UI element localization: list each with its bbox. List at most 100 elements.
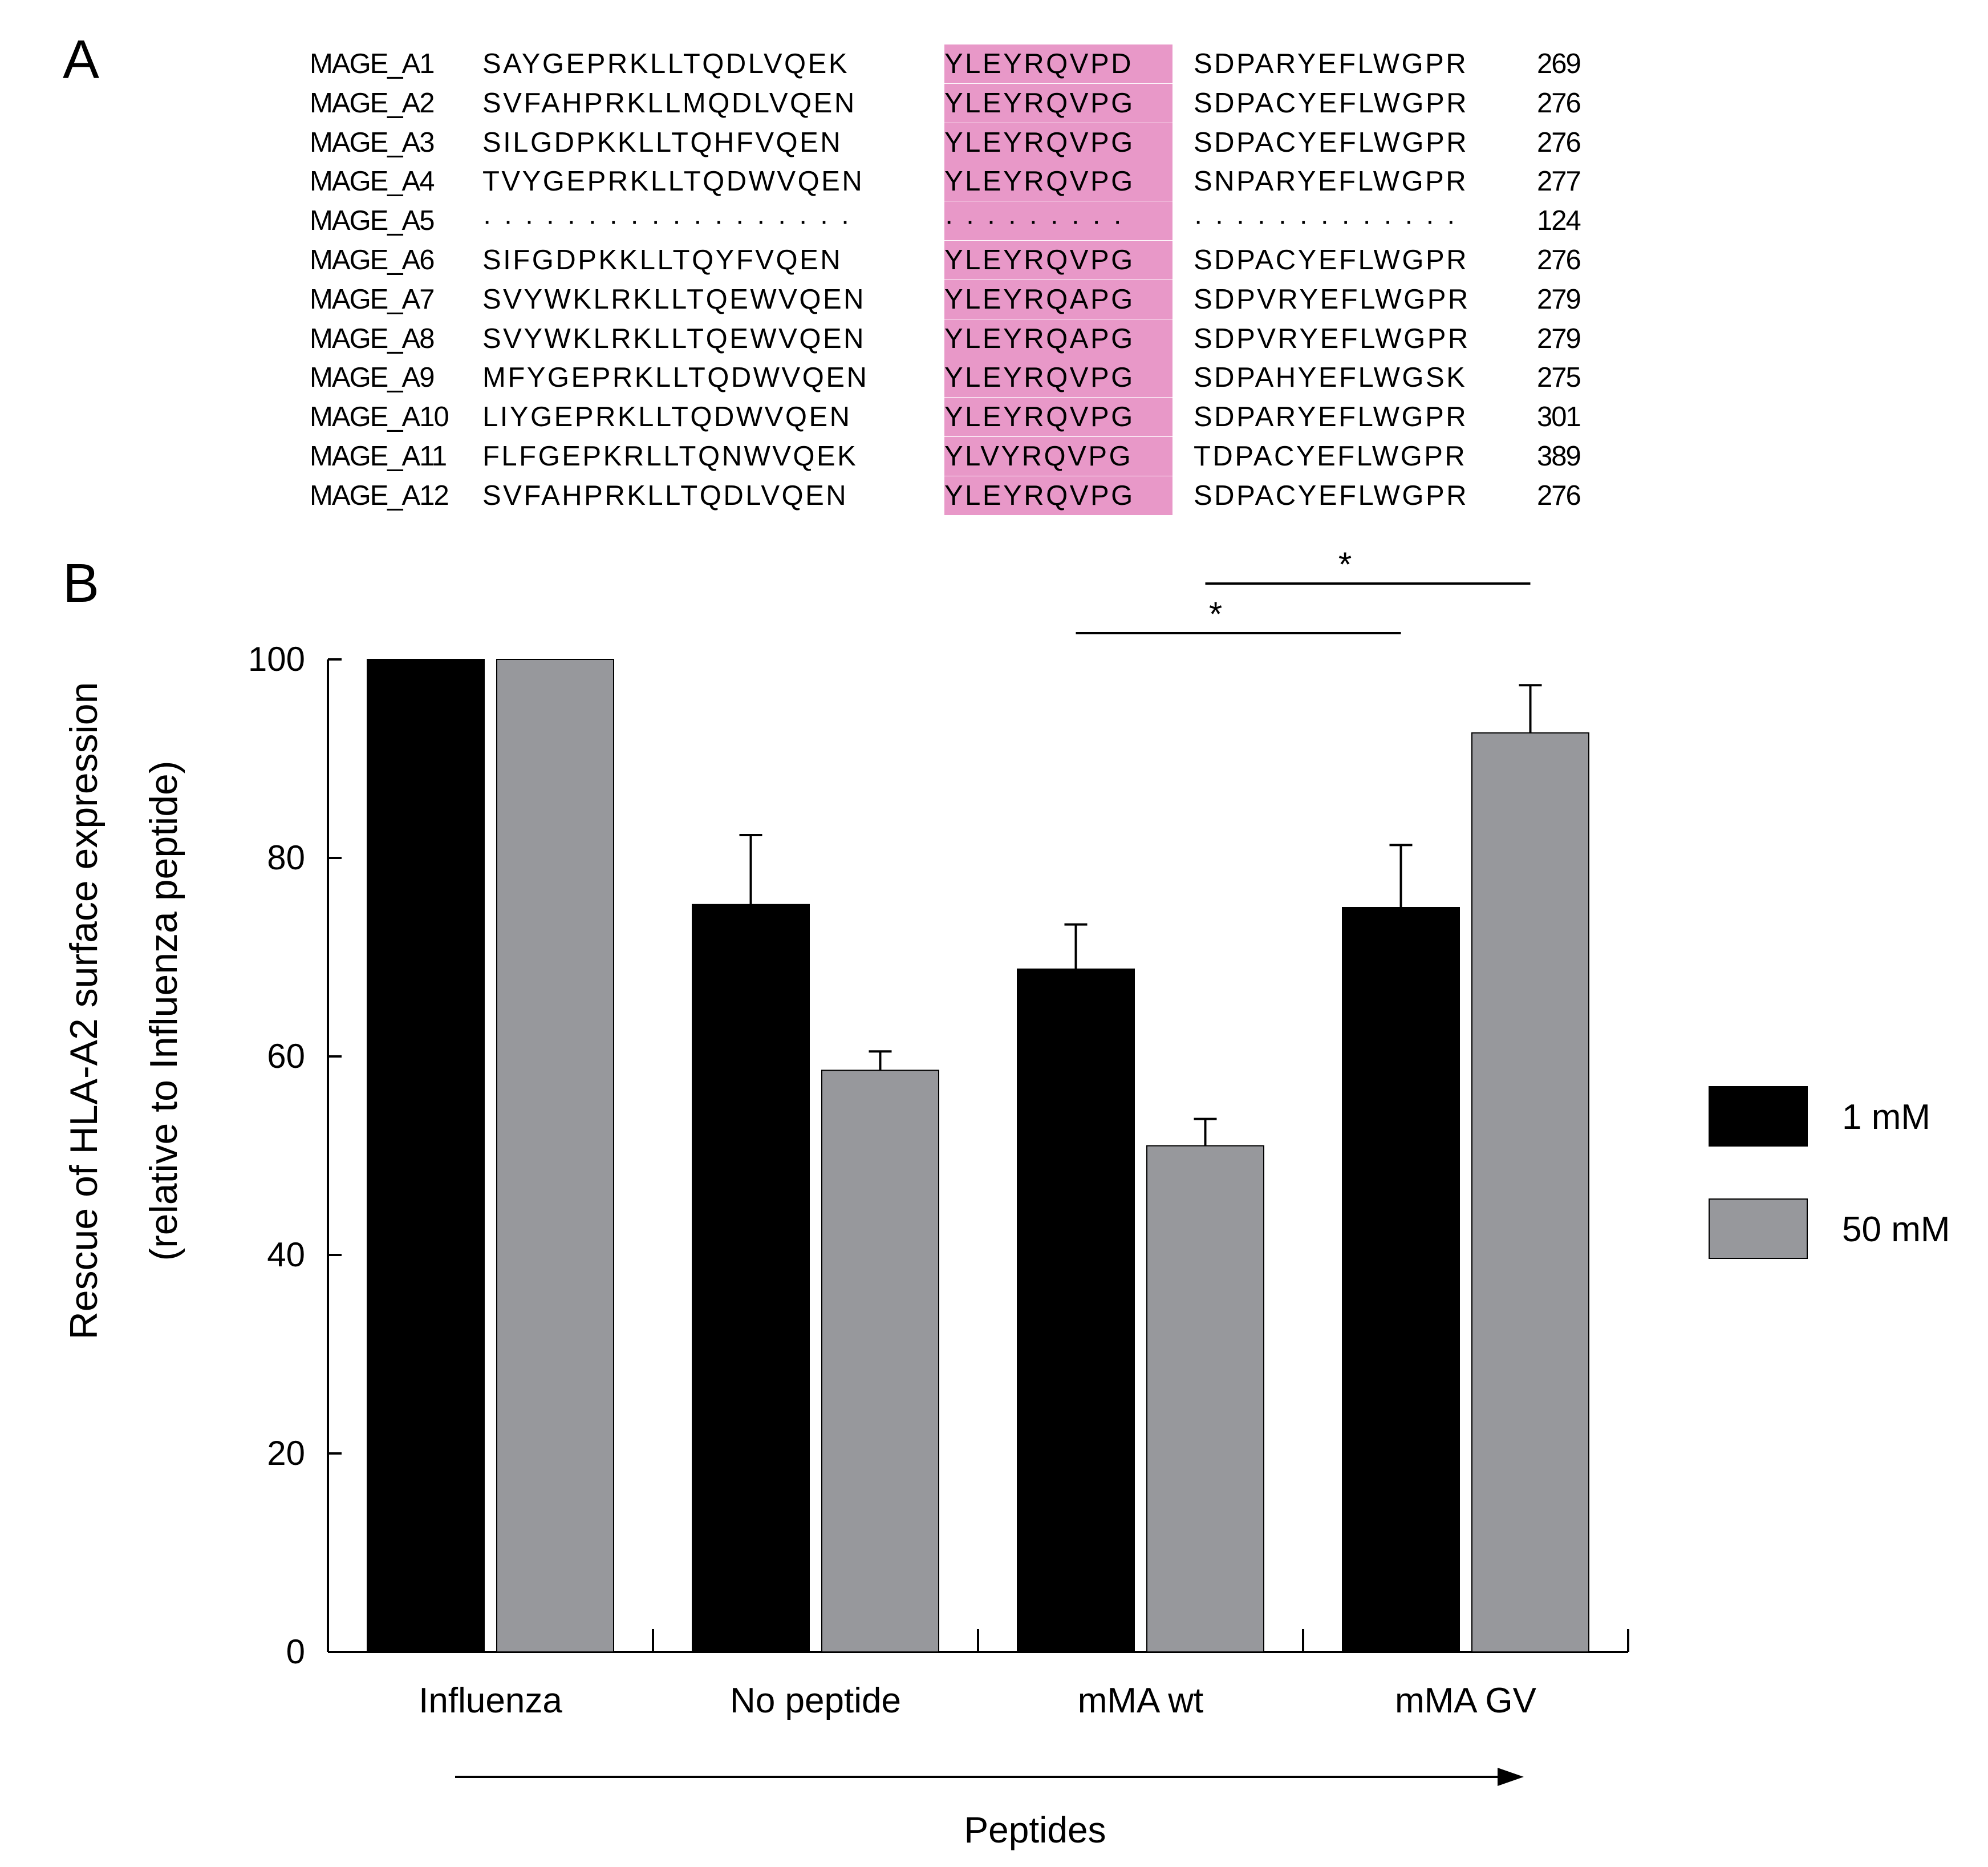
motif-sequence: YLEYRQVPG (944, 398, 1172, 437)
protein-name: MAGE_A10 (310, 402, 449, 433)
y-axis-label: (relative to Influenza peptide) (142, 761, 185, 1261)
alignment-row: MAGE_A7 SVYWKLRKLLTQEWVQEN YLEYRQAPG SDPVRY… (0, 280, 1988, 319)
residue-number: 279 (1537, 323, 1581, 354)
sequence-left: FLFGEPKRLLTQNWVQEK (482, 441, 858, 472)
sequence-left: SVFAHPRKLLTQDLVQEN (482, 480, 849, 511)
residue-number: 276 (1537, 480, 1581, 511)
residue-number: 389 (1537, 441, 1581, 472)
y-tick-label: 80 (267, 839, 305, 877)
y-tick-label: 60 (267, 1037, 305, 1075)
motif-sequence: YLEYRQVPG (944, 358, 1172, 398)
bar (496, 659, 614, 1653)
panel-b-label: B (63, 553, 100, 614)
legend-swatch (1709, 1086, 1808, 1147)
motif-sequence: YLVYRQVPG (944, 437, 1172, 476)
alignment-row: MAGE_A2 SVFAHPRKLLMQDLVQEN YLEYRQVPG SDPACY… (0, 83, 1988, 123)
sequence-right: SDPACYEFLWGPR (1194, 87, 1469, 119)
bar (692, 904, 810, 1653)
motif-sequence: YLEYRQAPG (944, 319, 1172, 358)
alignment-row: MAGE_A4 TVYGEPRKLLTQDWVQEN YLEYRQVPG SNPARY… (0, 162, 1988, 201)
x-axis-label: Peptides (964, 1809, 1106, 1850)
sequence-right: SDPARYEFLWGPR (1194, 402, 1468, 433)
y-tick-label: 40 (267, 1236, 305, 1274)
sequence-left: SIFGDPKKLLTQYFVQEN (482, 245, 843, 276)
motif-sequence: YLEYRQAPG (944, 280, 1172, 319)
sequence-left: LIYGEPRKLLTQDWVQEN (482, 402, 852, 433)
motif-sequence: · · · · · · · · · (944, 201, 1172, 241)
residue-number: 275 (1537, 362, 1581, 394)
bar (1342, 907, 1460, 1653)
alignment-row: MAGE_A1 SAYGEPRKLLTQDLVQEK YLEYRQVPD SDPARY… (0, 44, 1988, 83)
residue-number: 276 (1537, 127, 1581, 158)
protein-name: MAGE_A3 (310, 127, 435, 158)
legend-label: 50 mM (1842, 1210, 1950, 1249)
sequence-right: SDPACYEFLWGPR (1194, 480, 1469, 511)
sequence-right: SDPVRYEFLWGPR (1194, 284, 1470, 315)
residue-number: 269 (1537, 48, 1581, 79)
protein-name: MAGE_A1 (310, 48, 435, 79)
residue-number: 277 (1537, 166, 1581, 197)
sequence-right: SDPACYEFLWGPR (1194, 127, 1469, 158)
bar (1146, 1145, 1264, 1653)
bar (821, 1070, 939, 1653)
legend-swatch (1709, 1198, 1808, 1259)
protein-name: MAGE_A6 (310, 245, 435, 276)
alignment-row: MAGE_A3 SILGDPKKLLTQHFVQEN YLEYRQVPG SDPACY… (0, 123, 1988, 162)
alignment-row: MAGE_A11 FLFGEPKRLLTQNWVQEK YLVYRQVPG TDPAC… (0, 437, 1988, 476)
sequence-left: SVYWKLRKLLTQEWVQEN (482, 284, 866, 315)
panel-a-label: A (63, 29, 100, 90)
protein-name: MAGE_A5 (310, 205, 435, 237)
bar (367, 659, 485, 1653)
alignment-row: MAGE_A10 LIYGEPRKLLTQDWVQEN YLEYRQVPG SDPAR… (0, 398, 1988, 437)
x-tick-label: mMA wt (1078, 1681, 1203, 1720)
sequence-right: SDPAHYEFLWGSK (1194, 362, 1467, 394)
significance-star: * (1338, 545, 1352, 584)
sequence-left: TVYGEPRKLLTQDWVQEN (482, 166, 865, 197)
protein-name: MAGE_A7 (310, 284, 435, 315)
significance-star: * (1209, 595, 1222, 633)
sequence-right: TDPACYEFLWGPR (1194, 441, 1467, 472)
alignment-row: MAGE_A9 MFYGEPRKLLTQDWVQEN YLEYRQVPG SDPAHY… (0, 358, 1988, 398)
x-tick-label: No peptide (730, 1681, 901, 1720)
motif-sequence: YLEYRQVPG (944, 123, 1172, 162)
sequence-left: · · · · · · · · · · · · · · · · · · (482, 205, 852, 237)
residue-number: 276 (1537, 87, 1581, 119)
bar (1471, 732, 1589, 1653)
motif-sequence: YLEYRQVPG (944, 241, 1172, 280)
sequence-left: SILGDPKKLLTQHFVQEN (482, 127, 843, 158)
protein-name: MAGE_A2 (310, 87, 435, 119)
sequence-left: SVYWKLRKLLTQEWVQEN (482, 323, 866, 354)
protein-name: MAGE_A4 (310, 166, 435, 197)
protein-name: MAGE_A8 (310, 323, 435, 354)
sequence-right: SDPVRYEFLWGPR (1194, 323, 1470, 354)
residue-number: 124 (1537, 205, 1581, 237)
legend-label: 1 mM (1842, 1097, 1930, 1137)
motif-sequence: YLEYRQVPD (944, 44, 1172, 83)
sequence-right: SDPACYEFLWGPR (1194, 245, 1469, 276)
x-tick-label: Influenza (419, 1681, 562, 1720)
y-tick-label: 20 (267, 1434, 305, 1472)
alignment-row: MAGE_A5 · · · · · · · · · · · · · · · · ·… (0, 201, 1988, 241)
protein-name: MAGE_A9 (310, 362, 435, 394)
sequence-right: SDPARYEFLWGPR (1194, 48, 1468, 79)
alignment-row: MAGE_A6 SIFGDPKKLLTQYFVQEN YLEYRQVPG SDPACY… (0, 241, 1988, 280)
y-axis-label: Rescue of HLA-A2 surface expression (62, 682, 106, 1340)
y-tick-label: 100 (248, 640, 305, 678)
x-tick-label: mMA GV (1395, 1681, 1537, 1720)
residue-number: 301 (1537, 402, 1581, 433)
protein-name: MAGE_A12 (310, 480, 449, 511)
residue-number: 276 (1537, 245, 1581, 276)
motif-sequence: YLEYRQVPG (944, 162, 1172, 201)
alignment-row: MAGE_A8 SVYWKLRKLLTQEWVQEN YLEYRQAPG SDPVRY… (0, 319, 1988, 358)
motif-sequence: YLEYRQVPG (944, 476, 1172, 515)
bar (1017, 968, 1135, 1653)
sequence-left: SVFAHPRKLLMQDLVQEN (482, 87, 857, 119)
y-tick-label: 0 (286, 1633, 305, 1671)
residue-number: 279 (1537, 284, 1581, 315)
arrow-head-icon (1498, 1768, 1524, 1786)
sequence-right: · · · · · · · · · · · · · (1194, 205, 1458, 237)
sequence-left: SAYGEPRKLLTQDLVQEK (482, 48, 850, 79)
alignment-row: MAGE_A12 SVFAHPRKLLTQDLVQEN YLEYRQVPG SDPAC… (0, 476, 1988, 515)
sequence-left: MFYGEPRKLLTQDWVQEN (482, 362, 869, 394)
